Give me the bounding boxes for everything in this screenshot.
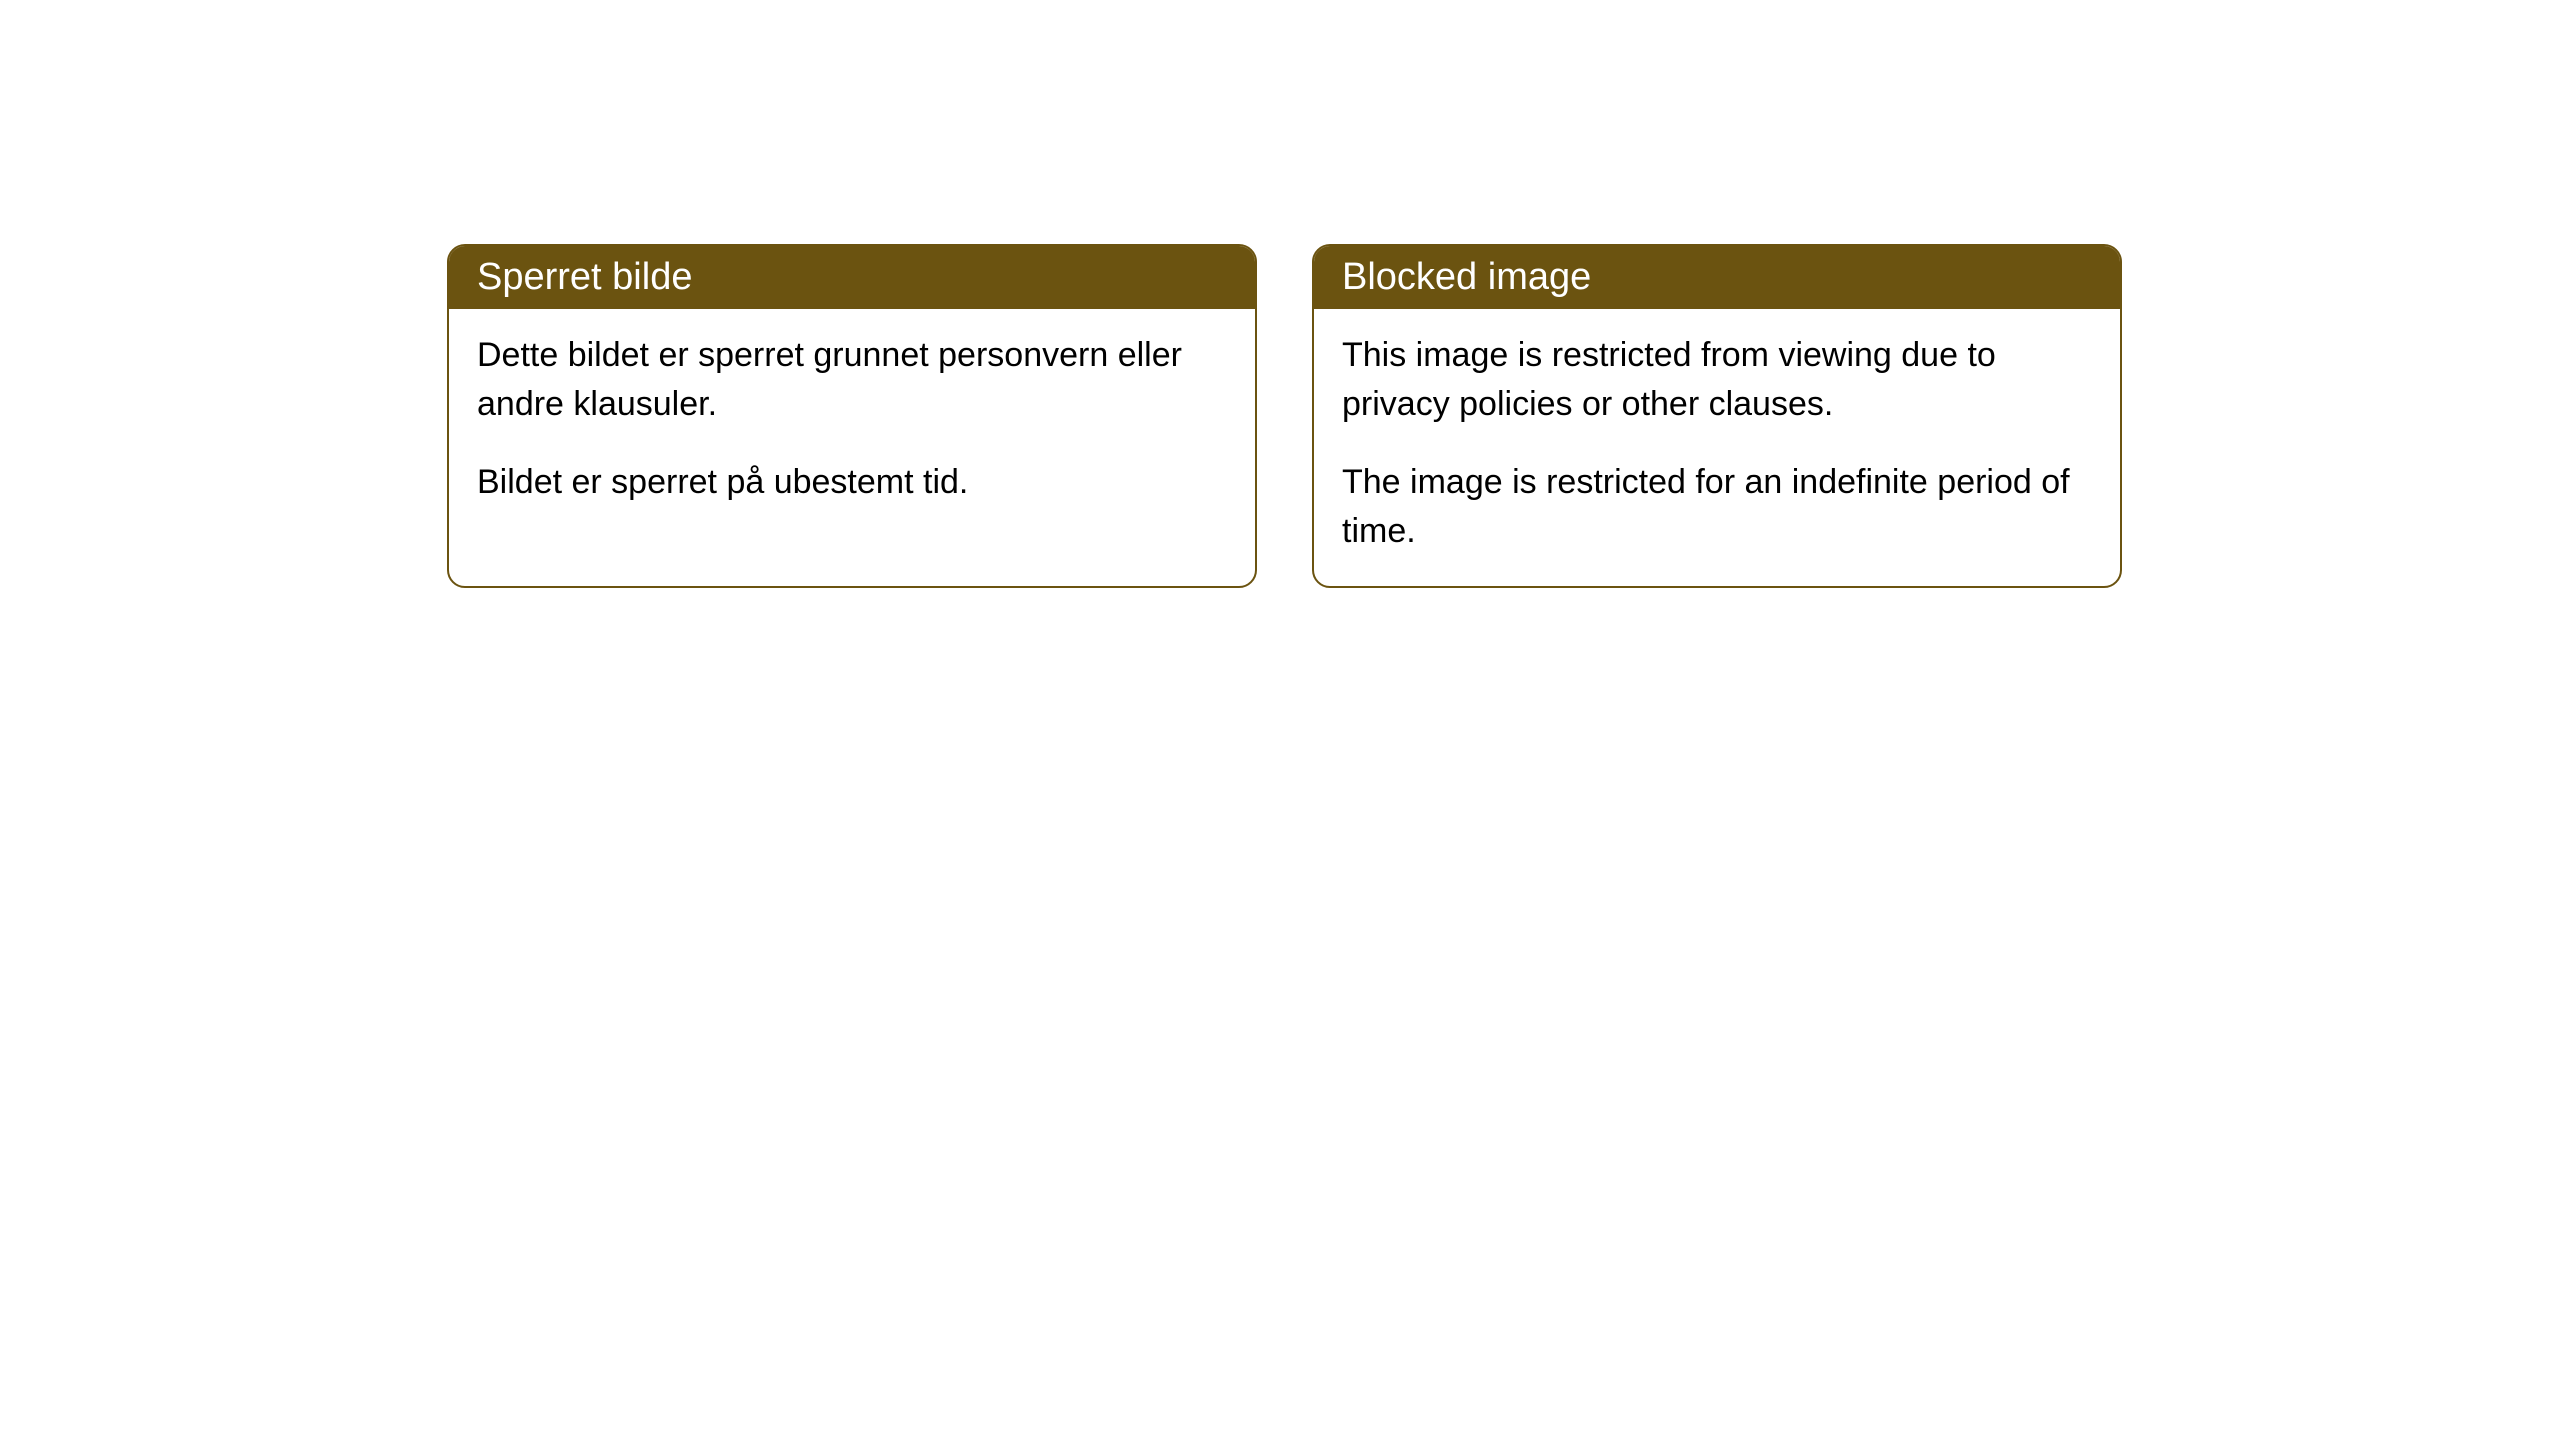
- notice-paragraph: The image is restricted for an indefinit…: [1342, 458, 2092, 557]
- notice-paragraph: Dette bildet er sperret grunnet personve…: [477, 331, 1227, 430]
- notice-card-title: Sperret bilde: [449, 246, 1255, 309]
- notice-paragraph: This image is restricted from viewing du…: [1342, 331, 2092, 430]
- notice-cards-container: Sperret bilde Dette bildet er sperret gr…: [447, 244, 2122, 588]
- notice-card-body: This image is restricted from viewing du…: [1314, 309, 2120, 586]
- notice-card-norwegian: Sperret bilde Dette bildet er sperret gr…: [447, 244, 1257, 588]
- notice-card-title: Blocked image: [1314, 246, 2120, 309]
- notice-card-body: Dette bildet er sperret grunnet personve…: [449, 309, 1255, 537]
- notice-card-english: Blocked image This image is restricted f…: [1312, 244, 2122, 588]
- notice-paragraph: Bildet er sperret på ubestemt tid.: [477, 458, 1227, 507]
